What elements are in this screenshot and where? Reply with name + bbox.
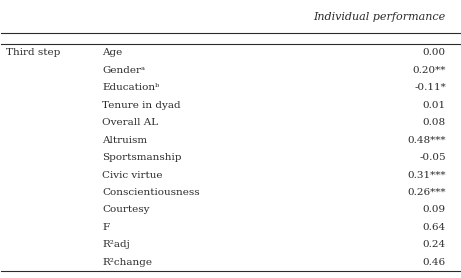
- Text: Overall AL: Overall AL: [102, 118, 158, 127]
- Text: 0.09: 0.09: [423, 205, 446, 214]
- Text: R²change: R²change: [102, 258, 152, 267]
- Text: Third step: Third step: [6, 48, 60, 57]
- Text: Sportsmanship: Sportsmanship: [102, 153, 182, 162]
- Text: 0.08: 0.08: [423, 118, 446, 127]
- Text: 0.31***: 0.31***: [408, 170, 446, 180]
- Text: Age: Age: [102, 48, 123, 57]
- Text: 0.46: 0.46: [423, 258, 446, 267]
- Text: Educationᵇ: Educationᵇ: [102, 83, 160, 92]
- Text: 0.48***: 0.48***: [408, 136, 446, 145]
- Text: Tenure in dyad: Tenure in dyad: [102, 101, 181, 110]
- Text: Conscientiousness: Conscientiousness: [102, 188, 200, 197]
- Text: Genderᵃ: Genderᵃ: [102, 66, 145, 75]
- Text: 0.64: 0.64: [423, 223, 446, 232]
- Text: Altruism: Altruism: [102, 136, 148, 145]
- Text: -0.05: -0.05: [419, 153, 446, 162]
- Text: F: F: [102, 223, 109, 232]
- Text: 0.24: 0.24: [423, 240, 446, 249]
- Text: Civic virtue: Civic virtue: [102, 170, 163, 180]
- Text: -0.11*: -0.11*: [414, 83, 446, 92]
- Text: 0.20**: 0.20**: [413, 66, 446, 75]
- Text: 0.26***: 0.26***: [408, 188, 446, 197]
- Text: Individual performance: Individual performance: [313, 13, 446, 23]
- Text: Courtesy: Courtesy: [102, 205, 150, 214]
- Text: 0.00: 0.00: [423, 48, 446, 57]
- Text: 0.01: 0.01: [423, 101, 446, 110]
- Text: R²adj: R²adj: [102, 240, 130, 249]
